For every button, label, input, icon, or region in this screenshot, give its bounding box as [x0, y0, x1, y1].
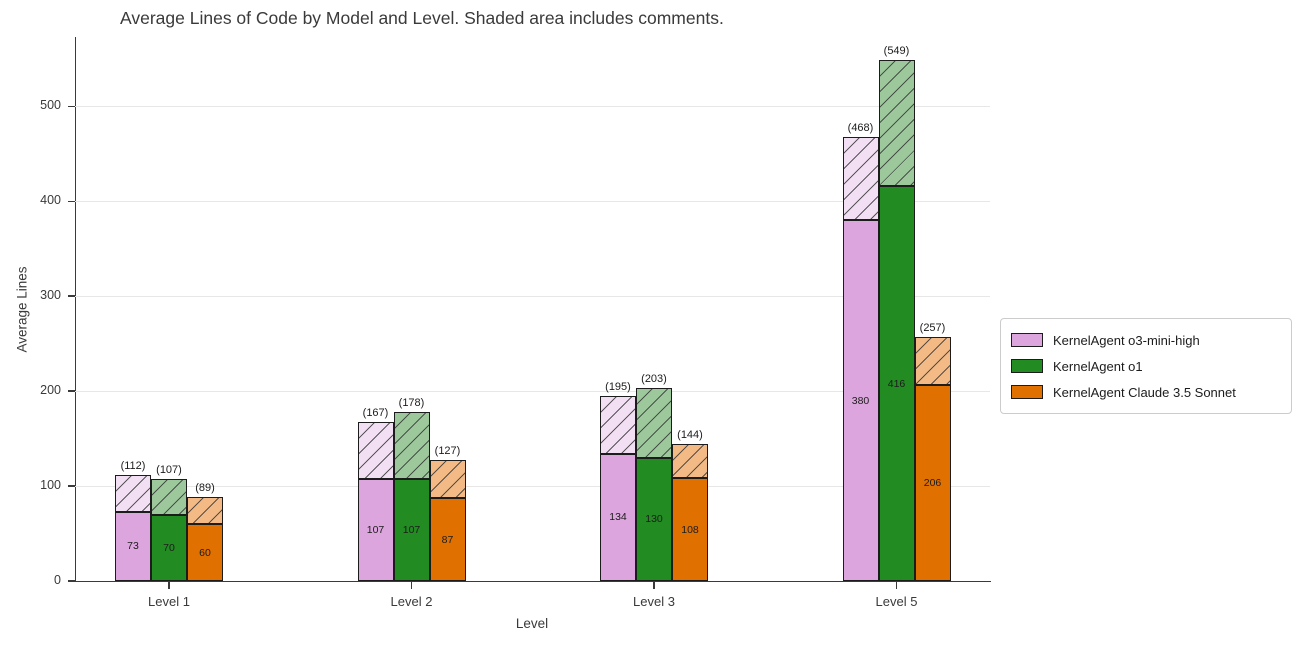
legend-item: KernelAgent o1 [1011, 353, 1281, 379]
bar-segment-with-comments [393, 412, 430, 480]
legend: KernelAgent o3-mini-high KernelAgent o1 Ke… [1000, 318, 1292, 414]
y-tick-label: 0 [54, 573, 61, 587]
bar-segment-with-comments [636, 388, 672, 458]
legend-swatch [1011, 333, 1043, 347]
x-tick-label: Level 5 [875, 594, 918, 609]
bar-total-label: (178) [398, 397, 425, 409]
y-tick-label: 200 [40, 383, 61, 398]
bar-segment-with-comments [115, 474, 151, 512]
y-tick-mark [68, 580, 75, 582]
bar-total-label: (127) [434, 445, 461, 458]
gridline [75, 485, 990, 487]
bar-segment-code [600, 453, 636, 581]
x-tick-label: Level 2 [390, 594, 433, 609]
bar-segment-with-comments [842, 136, 879, 221]
bar-segment-with-comments [151, 479, 187, 515]
x-tick-label: Level 1 [148, 594, 190, 609]
bar-total-label: (257) [919, 322, 946, 334]
legend-item: KernelAgent Claude 3.5 Sonnet [1011, 379, 1281, 405]
bar-value-label: 73 [127, 540, 139, 553]
bar-segment-with-comments [600, 395, 636, 454]
bar-segment-code [151, 514, 187, 581]
y-tick-mark [68, 485, 75, 487]
bar-segment-with-comments [187, 496, 223, 525]
x-tick-label: Level 3 [633, 594, 675, 609]
legend-swatch [1011, 385, 1043, 399]
bar-value-label: 380 [851, 394, 870, 407]
legend-label: KernelAgent Claude 3.5 Sonnet [1053, 384, 1236, 400]
bar-total-label: (468) [847, 121, 874, 134]
legend-item: KernelAgent o3-mini-high [1011, 327, 1281, 353]
bar-segment-code [672, 478, 708, 581]
bar-total-label: (195) [605, 380, 631, 393]
bar-segment-code [357, 479, 394, 581]
bar-segment-with-comments [429, 460, 466, 499]
x-tick-mark [410, 582, 413, 589]
bar-segment-code [115, 511, 151, 581]
gridline [75, 295, 990, 297]
bar-segment-code [187, 524, 223, 581]
y-tick-mark [68, 200, 75, 202]
y-tick-mark [68, 295, 75, 297]
bar-total-label: (549) [883, 44, 910, 57]
bar-value-label: 416 [887, 377, 906, 390]
bar-total-label: (167) [362, 407, 389, 420]
gridline [75, 390, 990, 392]
y-axis-title: Average Lines [14, 266, 30, 353]
bar-segment-code [636, 457, 672, 581]
bar-segment-code [393, 479, 430, 581]
bar-total-label: (89) [195, 481, 215, 494]
plot-area [75, 37, 991, 582]
y-tick-label: 400 [40, 193, 61, 208]
y-tick-mark [68, 390, 75, 392]
bar-value-label: 108 [681, 523, 699, 536]
bar-value-label: 70 [163, 541, 175, 554]
bar-segment-with-comments [672, 444, 708, 479]
bar-segment-with-comments [878, 59, 915, 187]
y-tick-label: 300 [40, 288, 61, 303]
bar-segment-code [842, 220, 879, 581]
bar-segment-with-comments [357, 422, 394, 480]
bar-value-label: 60 [199, 546, 211, 559]
y-tick-label: 100 [40, 478, 61, 493]
bar-total-label: (107) [156, 464, 182, 477]
bar-segment-code [914, 385, 951, 581]
legend-swatch [1011, 359, 1043, 373]
x-axis-title: Level [515, 616, 549, 631]
bar-value-label: 134 [609, 511, 627, 524]
bar-total-label: (203) [641, 373, 667, 386]
x-tick-mark [168, 582, 170, 589]
bar-segment-with-comments [914, 337, 951, 386]
bar-segment-code [878, 186, 915, 581]
chart-title: Average Lines of Code by Model and Level… [120, 8, 724, 28]
x-tick-mark [895, 582, 898, 589]
bar-value-label: 130 [645, 513, 663, 526]
x-tick-mark [653, 582, 655, 589]
legend-label: KernelAgent o1 [1053, 358, 1143, 374]
legend-label: KernelAgent o3-mini-high [1053, 332, 1200, 348]
y-tick-mark [68, 105, 75, 107]
bar-value-label: 87 [441, 533, 454, 546]
bar-value-label: 107 [366, 524, 385, 537]
bar-total-label: (112) [120, 459, 146, 472]
gridline [75, 105, 990, 107]
bar-total-label: (144) [677, 429, 703, 442]
bar-value-label: 206 [923, 477, 942, 490]
bar-value-label: 107 [402, 524, 421, 537]
bar-segment-code [429, 498, 466, 581]
gridline [75, 200, 990, 202]
y-tick-label: 500 [40, 98, 61, 113]
